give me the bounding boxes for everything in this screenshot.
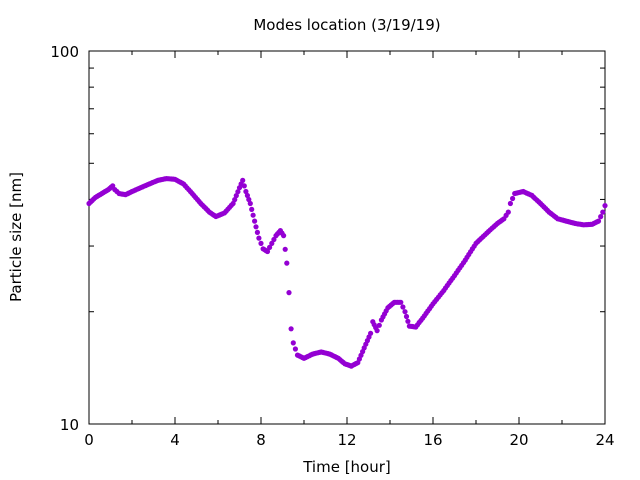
data-point <box>233 193 239 199</box>
data-point <box>281 233 287 239</box>
data-point <box>252 218 258 224</box>
data-point <box>269 240 275 246</box>
data-point <box>368 330 374 336</box>
data-point <box>250 212 256 218</box>
data-point <box>230 200 236 207</box>
data-point <box>509 195 516 202</box>
data-point <box>253 224 259 230</box>
data-point <box>235 189 241 195</box>
data-point <box>403 313 410 320</box>
data-point <box>240 177 246 183</box>
data-points <box>86 176 608 369</box>
data-point <box>282 246 288 252</box>
data-point <box>402 309 408 315</box>
data-point <box>286 290 292 296</box>
data-point <box>405 318 411 324</box>
x-tick-label: 8 <box>256 431 266 449</box>
x-tick-label: 12 <box>337 431 356 449</box>
data-point <box>241 183 247 189</box>
data-point <box>249 206 255 212</box>
axis-ticks <box>88 50 606 425</box>
data-point <box>398 299 404 305</box>
data-point <box>232 197 238 203</box>
data-point <box>256 235 262 241</box>
data-point <box>264 248 271 255</box>
x-tick-label: 0 <box>84 431 94 449</box>
x-tick-labels: 0 4 8 12 16 20 24 <box>84 431 614 449</box>
data-point <box>595 218 602 224</box>
data-point <box>110 183 116 189</box>
data-point <box>505 209 511 215</box>
data-point <box>374 328 380 334</box>
chart-title: Modes location (3/19/19) <box>253 16 440 34</box>
x-tick-label: 4 <box>170 431 180 449</box>
data-point <box>376 322 382 328</box>
data-point <box>271 236 277 243</box>
data-point <box>247 200 253 207</box>
data-point <box>602 203 608 209</box>
data-point <box>244 192 250 199</box>
y-tick-label: 100 <box>50 43 79 61</box>
data-point <box>284 260 290 266</box>
data-point <box>400 304 406 310</box>
data-point <box>598 214 604 220</box>
y-axis-label: Particle size [nm] <box>7 172 25 302</box>
data-point <box>246 196 252 203</box>
data-point <box>267 244 273 250</box>
x-tick-label: 16 <box>423 431 442 449</box>
data-point <box>292 346 298 352</box>
data-point <box>254 229 260 235</box>
data-point <box>258 240 264 246</box>
data-point <box>600 209 606 215</box>
data-point <box>290 340 296 346</box>
data-point <box>243 188 249 195</box>
y-tick-label: 10 <box>60 416 79 434</box>
data-point <box>288 326 294 332</box>
data-point <box>507 200 513 207</box>
y-tick-labels: 10 100 <box>50 43 79 434</box>
x-axis-label: Time [hour] <box>302 458 391 476</box>
x-tick-label: 24 <box>595 431 614 449</box>
x-tick-label: 20 <box>509 431 528 449</box>
